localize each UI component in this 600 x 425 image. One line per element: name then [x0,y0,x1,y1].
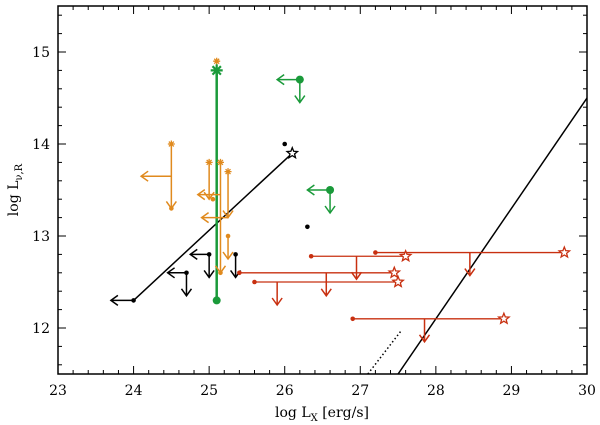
orange-point-dot [169,206,174,211]
orange-point-asterisk [224,168,232,176]
arrow-head-left [188,248,198,261]
diagonal-line-dotted [367,329,403,374]
y-tick-label: 15 [32,45,50,61]
y-tick-label: 12 [32,321,50,337]
red-range-end-star [557,245,572,259]
arrow-head-left [139,170,149,182]
x-axis-label-main: log L [275,405,311,421]
y-axis-label: log Lν,R [6,163,25,216]
x-tick-label: 26 [276,383,294,399]
x-tick-label: 27 [351,383,369,399]
arrow-head-down [203,269,215,279]
red-range-start-dot [237,270,242,276]
y-tick-label: 13 [32,229,50,245]
x-axis-label: log LX [erg/s] [275,405,369,424]
black-point-dot [131,298,136,303]
x-tick-label: 29 [503,383,521,399]
diagonal-line [397,97,587,374]
red-range-start-dot [373,250,378,255]
arrow-head-down [350,271,363,281]
arrow-head-down [418,334,431,344]
black-point-dot [233,252,238,257]
orange-point-asterisk [216,158,224,166]
arrow-head-down [271,297,283,307]
orange-point-asterisk [167,140,175,148]
y-axis-label-sub: ν,R [14,163,25,180]
black-point-dot [206,252,212,257]
orange-point-dot [225,233,231,239]
arrow-head-left [196,188,206,201]
orange-point-dot [218,270,223,276]
red-range-end-star [398,248,413,263]
arrow-head-left [200,211,210,224]
green-point-dot [295,75,304,84]
arrow-head-down [324,205,336,215]
black-correlation-line [133,152,293,301]
arrow-head-left [109,294,119,307]
green-point-dot [326,186,335,194]
arrow-head-down [222,210,234,219]
plot-layer [109,57,587,374]
y-axis-label-main: log L [6,181,22,217]
black-point-dot [305,224,310,230]
ticks-layer: 23 24 25 26 27 28 29 30 12 13 14 15 [32,6,596,399]
x-axis-label-unit: [erg/s] [318,405,369,421]
green-point-cross [210,64,223,77]
x-tick-label: 24 [125,383,143,399]
black-point-dot [184,270,189,276]
orange-point-asterisk [205,158,213,166]
red-range-start-dot [252,279,257,285]
orange-point-dot [210,196,216,202]
orange-point-asterisk [213,57,221,65]
arrow-head-down [180,288,193,298]
arrow-head-left [306,184,315,196]
x-tick-label: 23 [49,383,67,399]
plot-frame [57,5,588,375]
red-range-end-star [387,265,402,279]
red-range-end-star [391,274,405,288]
red-range-start-dot [350,316,356,322]
green-point-dot [212,296,221,305]
arrow-head-down [222,251,234,261]
x-axis-label-sub: X [311,413,319,424]
arrow-head-down [320,288,332,298]
red-range-start-dot [308,253,314,259]
arrow-head-down [294,95,306,104]
black-point-dot [282,141,288,147]
y-tick-label: 14 [32,137,50,153]
x-tick-label: 25 [200,383,218,399]
x-tick-label: 28 [427,383,445,399]
black-point-star [285,145,300,160]
x-tick-label: 30 [578,383,596,399]
red-range-end-star [496,311,511,325]
arrow-head-left [275,73,285,86]
arrow-head-left [166,267,176,279]
arrow-head-down [464,268,476,277]
